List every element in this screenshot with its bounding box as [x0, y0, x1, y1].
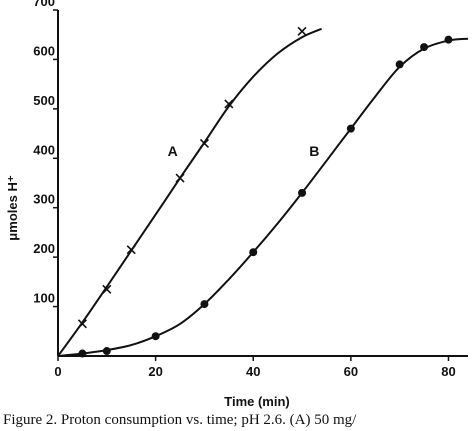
y-tick-label: 300 [33, 192, 55, 207]
series-A-point [199, 138, 209, 149]
y-tick-label: 400 [33, 142, 55, 157]
series-A-label: A [168, 143, 178, 159]
series-curves [57, 27, 469, 357]
series-A-point [224, 99, 234, 109]
series-B-point [151, 332, 160, 341]
y-tick-label: 600 [33, 43, 55, 58]
x-tick-label: 20 [148, 364, 162, 379]
series-B-point [298, 188, 307, 197]
x-tick-label: 40 [246, 364, 260, 379]
x-tick-label: 0 [54, 364, 61, 379]
y-tick-label: 700 [33, 0, 55, 9]
series-A-point [77, 319, 87, 329]
x-axis-title: Time (min) [224, 394, 290, 409]
ticks: 0 20 40 60 80 100 200 300 400 500 600 700 [33, 0, 455, 379]
series-B-point [395, 60, 404, 69]
series-B-point [78, 349, 87, 358]
y-tick-label: 100 [33, 291, 55, 306]
x-tick-label: 60 [344, 364, 358, 379]
y-tick-label: 200 [33, 241, 55, 256]
series-B-point [249, 248, 258, 257]
series-B-point [102, 347, 111, 356]
y-axis-title: μmoles H⁺ [5, 175, 20, 241]
series-A-point [297, 26, 307, 36]
series-B-line [57, 37, 469, 357]
figure-caption: Figure 2. Proton consumption vs. time; p… [3, 412, 357, 428]
series-A-point [126, 245, 136, 255]
series-B-point [444, 35, 453, 44]
x-tick-label: 80 [441, 364, 455, 379]
series-B-label: B [309, 143, 319, 159]
series-A-point [102, 284, 112, 294]
series-B-point [200, 300, 209, 309]
series-B-point [346, 124, 355, 133]
series-A-line [57, 27, 322, 357]
series-A-point [175, 173, 185, 183]
axes [57, 10, 468, 357]
y-tick-label: 500 [33, 93, 55, 108]
series-B-point [420, 43, 429, 52]
series-markers [77, 26, 453, 358]
